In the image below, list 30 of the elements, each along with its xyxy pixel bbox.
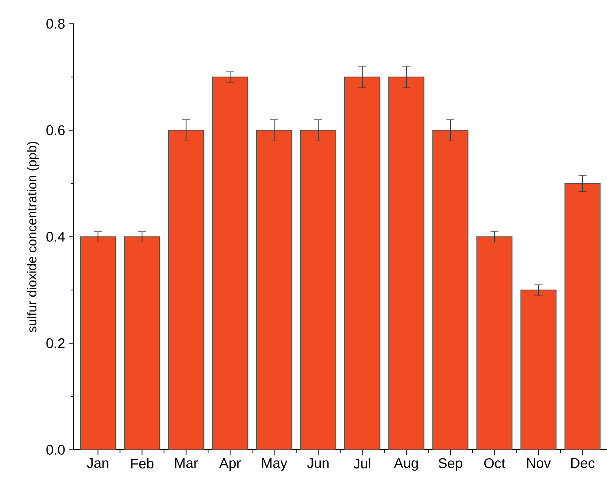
x-tick-label: Feb: [131, 458, 154, 469]
bar: [212, 76, 248, 450]
x-tick-label: Oct: [484, 458, 506, 468]
x-tick-label: Dec: [572, 458, 595, 468]
y-tick-label: 0.8: [46, 19, 65, 29]
bar: [256, 130, 292, 450]
x-tick-label: Aug: [394, 458, 418, 471]
bar: [80, 236, 116, 450]
bar: [168, 130, 204, 450]
y-tick-label: 0.4: [46, 232, 66, 242]
bar: [344, 76, 381, 450]
y-tick-label: 0.2: [46, 338, 65, 348]
x-tick-label: Apr: [220, 458, 242, 471]
x-tick-label: Nov: [527, 458, 552, 468]
x-tick-label: May: [262, 458, 288, 471]
y-axis-title: sulfur dioxide concentration (ppb): [27, 142, 40, 332]
bar: [476, 236, 513, 450]
x-tick-label: Jul: [354, 458, 371, 469]
bar: [520, 290, 557, 450]
bar: [432, 130, 469, 450]
x-tick-label: Sep: [438, 458, 462, 472]
x-tick-label: Mar: [175, 458, 198, 468]
bar: [124, 236, 160, 450]
y-tick-label: 0.6: [46, 126, 65, 136]
y-tick-label: 0.0: [46, 445, 65, 455]
bar: [564, 183, 601, 450]
x-tick-label: Jun: [307, 458, 329, 468]
bar: [300, 130, 336, 450]
x-tick-label: Jan: [87, 458, 109, 468]
bar: [388, 76, 425, 450]
